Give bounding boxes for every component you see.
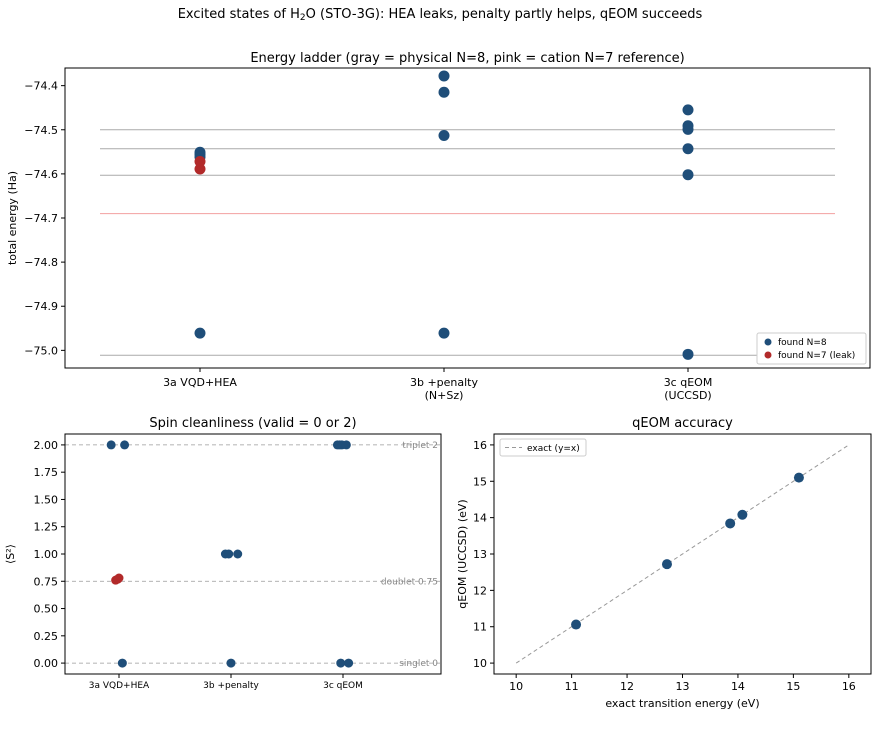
qeom-legend-box [499, 438, 587, 457]
spin-point-n8 [336, 658, 346, 668]
ladder-point-n8 [438, 86, 450, 98]
ladder-point-n8 [438, 70, 450, 82]
qeom-ytick-label: 14 [473, 512, 487, 525]
qeom-ytick-label: 11 [473, 621, 487, 634]
ladder-point-n8 [682, 348, 694, 360]
ladder-point-n8 [682, 143, 694, 155]
spin-xtick-label: 3a VQD+HEA [89, 681, 150, 691]
qeom-xtick-label: 15 [786, 680, 800, 693]
ladder-point-n8 [194, 327, 206, 339]
ladder-xtick-label: 3b +penalty (N+Sz) [410, 376, 479, 402]
qeom-xtick-label: 11 [565, 680, 579, 693]
qeom-legend-label: exact (y=x) [527, 444, 580, 454]
ladder-ytick-label: −74.9 [24, 300, 58, 313]
ladder-ytick-label: −75.0 [24, 344, 58, 357]
spin-point-n8 [344, 658, 354, 668]
qeom-ytick-label: 12 [473, 584, 487, 597]
spin-ref-label: singlet 0 [399, 659, 438, 669]
qeom-legend: exact (y=x) [499, 438, 587, 457]
spin-ytick-label: 0.25 [34, 630, 59, 643]
spin-point-n8 [341, 440, 351, 450]
ladder-legend-marker [764, 351, 772, 359]
ladder-ytick-label: −74.7 [24, 212, 58, 225]
ladder-xtick-label: 3a VQD+HEA [163, 376, 237, 389]
spin-title: Spin cleanliness (valid = 0 or 2) [149, 416, 356, 431]
ladder-point-n8 [438, 327, 450, 339]
spin-ytick-label: 1.00 [34, 548, 59, 561]
ladder-point-n8 [682, 104, 694, 116]
qeom-xtick-label: 12 [620, 680, 634, 693]
qeom-point [793, 472, 804, 483]
qeom-accuracy-chart: qEOM accuracy 10 11 12 13 14 15 16 10 11 12 13 14 15 1… [456, 416, 872, 710]
qeom-ytick-label: 10 [473, 657, 487, 670]
ladder-frame [64, 67, 871, 369]
ladder-legend-label: found N=8 [778, 338, 827, 348]
ladder-title: Energy ladder (gray = physical N=8, pink… [250, 51, 684, 66]
ladder-xtick-label: 3c qEOM (UCCSD) [664, 376, 713, 402]
energy-ladder-chart: Energy ladder (gray = physical N=8, pink… [6, 51, 871, 402]
spin-ref-label: triplet 2 [402, 441, 438, 451]
qeom-xtick-label: 10 [509, 680, 523, 693]
ladder-ytick-label: −74.4 [24, 80, 58, 93]
qeom-ytick-label: 16 [473, 439, 487, 452]
qeom-ytick-label: 13 [473, 548, 487, 561]
spin-point-n7 [114, 573, 124, 583]
spin-point-n8 [226, 658, 236, 668]
ladder-legend-marker [764, 338, 772, 346]
spin-ytick-label: 2.00 [34, 439, 59, 452]
qeom-xlabel: exact transition energy (eV) [605, 697, 759, 710]
qeom-point [737, 509, 748, 520]
ladder-ylabel: total energy (Ha) [6, 171, 19, 265]
qeom-point [725, 518, 736, 529]
spin-ytick-label: 1.75 [34, 466, 59, 479]
ladder-point-n8 [682, 169, 694, 181]
spin-ytick-label: 1.50 [34, 493, 59, 506]
qeom-title: qEOM accuracy [632, 416, 733, 431]
ladder-legend: found N=8 found N=7 (leak) [756, 332, 867, 365]
spin-ytick-label: 0.50 [34, 603, 59, 616]
ladder-point-n8 [682, 123, 694, 135]
spin-frame [64, 433, 442, 675]
spin-point-n8 [233, 549, 243, 559]
qeom-ytick-label: 15 [473, 475, 487, 488]
spin-ytick-label: 0.75 [34, 575, 59, 588]
ladder-point-n7 [194, 163, 206, 175]
spin-ytick-label: 1.25 [34, 521, 59, 534]
qeom-xtick-label: 14 [731, 680, 745, 693]
spin-ytick-label: 0.00 [34, 657, 59, 670]
qeom-point [661, 559, 672, 570]
spin-ref-label: doublet 0.75 [381, 577, 438, 587]
ladder-legend-label: found N=7 (leak) [778, 351, 855, 361]
spin-ylabel: ⟨S²⟩ [4, 544, 17, 564]
ladder-point-n8 [438, 130, 450, 141]
qeom-xtick-label: 13 [676, 680, 690, 693]
spin-xtick-label: 3b +penalty [203, 681, 259, 691]
qeom-point [571, 619, 582, 630]
ladder-ytick-label: −74.8 [24, 256, 58, 269]
ladder-ytick-label: −74.6 [24, 168, 58, 181]
qeom-xtick-label: 16 [842, 680, 856, 693]
qeom-ylabel: qEOM (UCCSD) (eV) [456, 499, 469, 608]
spin-point-n8 [117, 658, 127, 668]
figure-suptitle: Excited states of H2O (STO-3G): HEA leak… [178, 7, 703, 23]
spin-point-n8 [106, 440, 116, 450]
ladder-legend-box [756, 332, 867, 365]
spin-point-n8 [120, 440, 130, 450]
ladder-ytick-label: −74.5 [24, 124, 58, 137]
spin-cleanliness-chart: Spin cleanliness (valid = 0 or 2) triplet… [4, 416, 442, 691]
spin-xtick-label: 3c qEOM [323, 681, 363, 691]
spin-point-n8 [224, 549, 234, 559]
